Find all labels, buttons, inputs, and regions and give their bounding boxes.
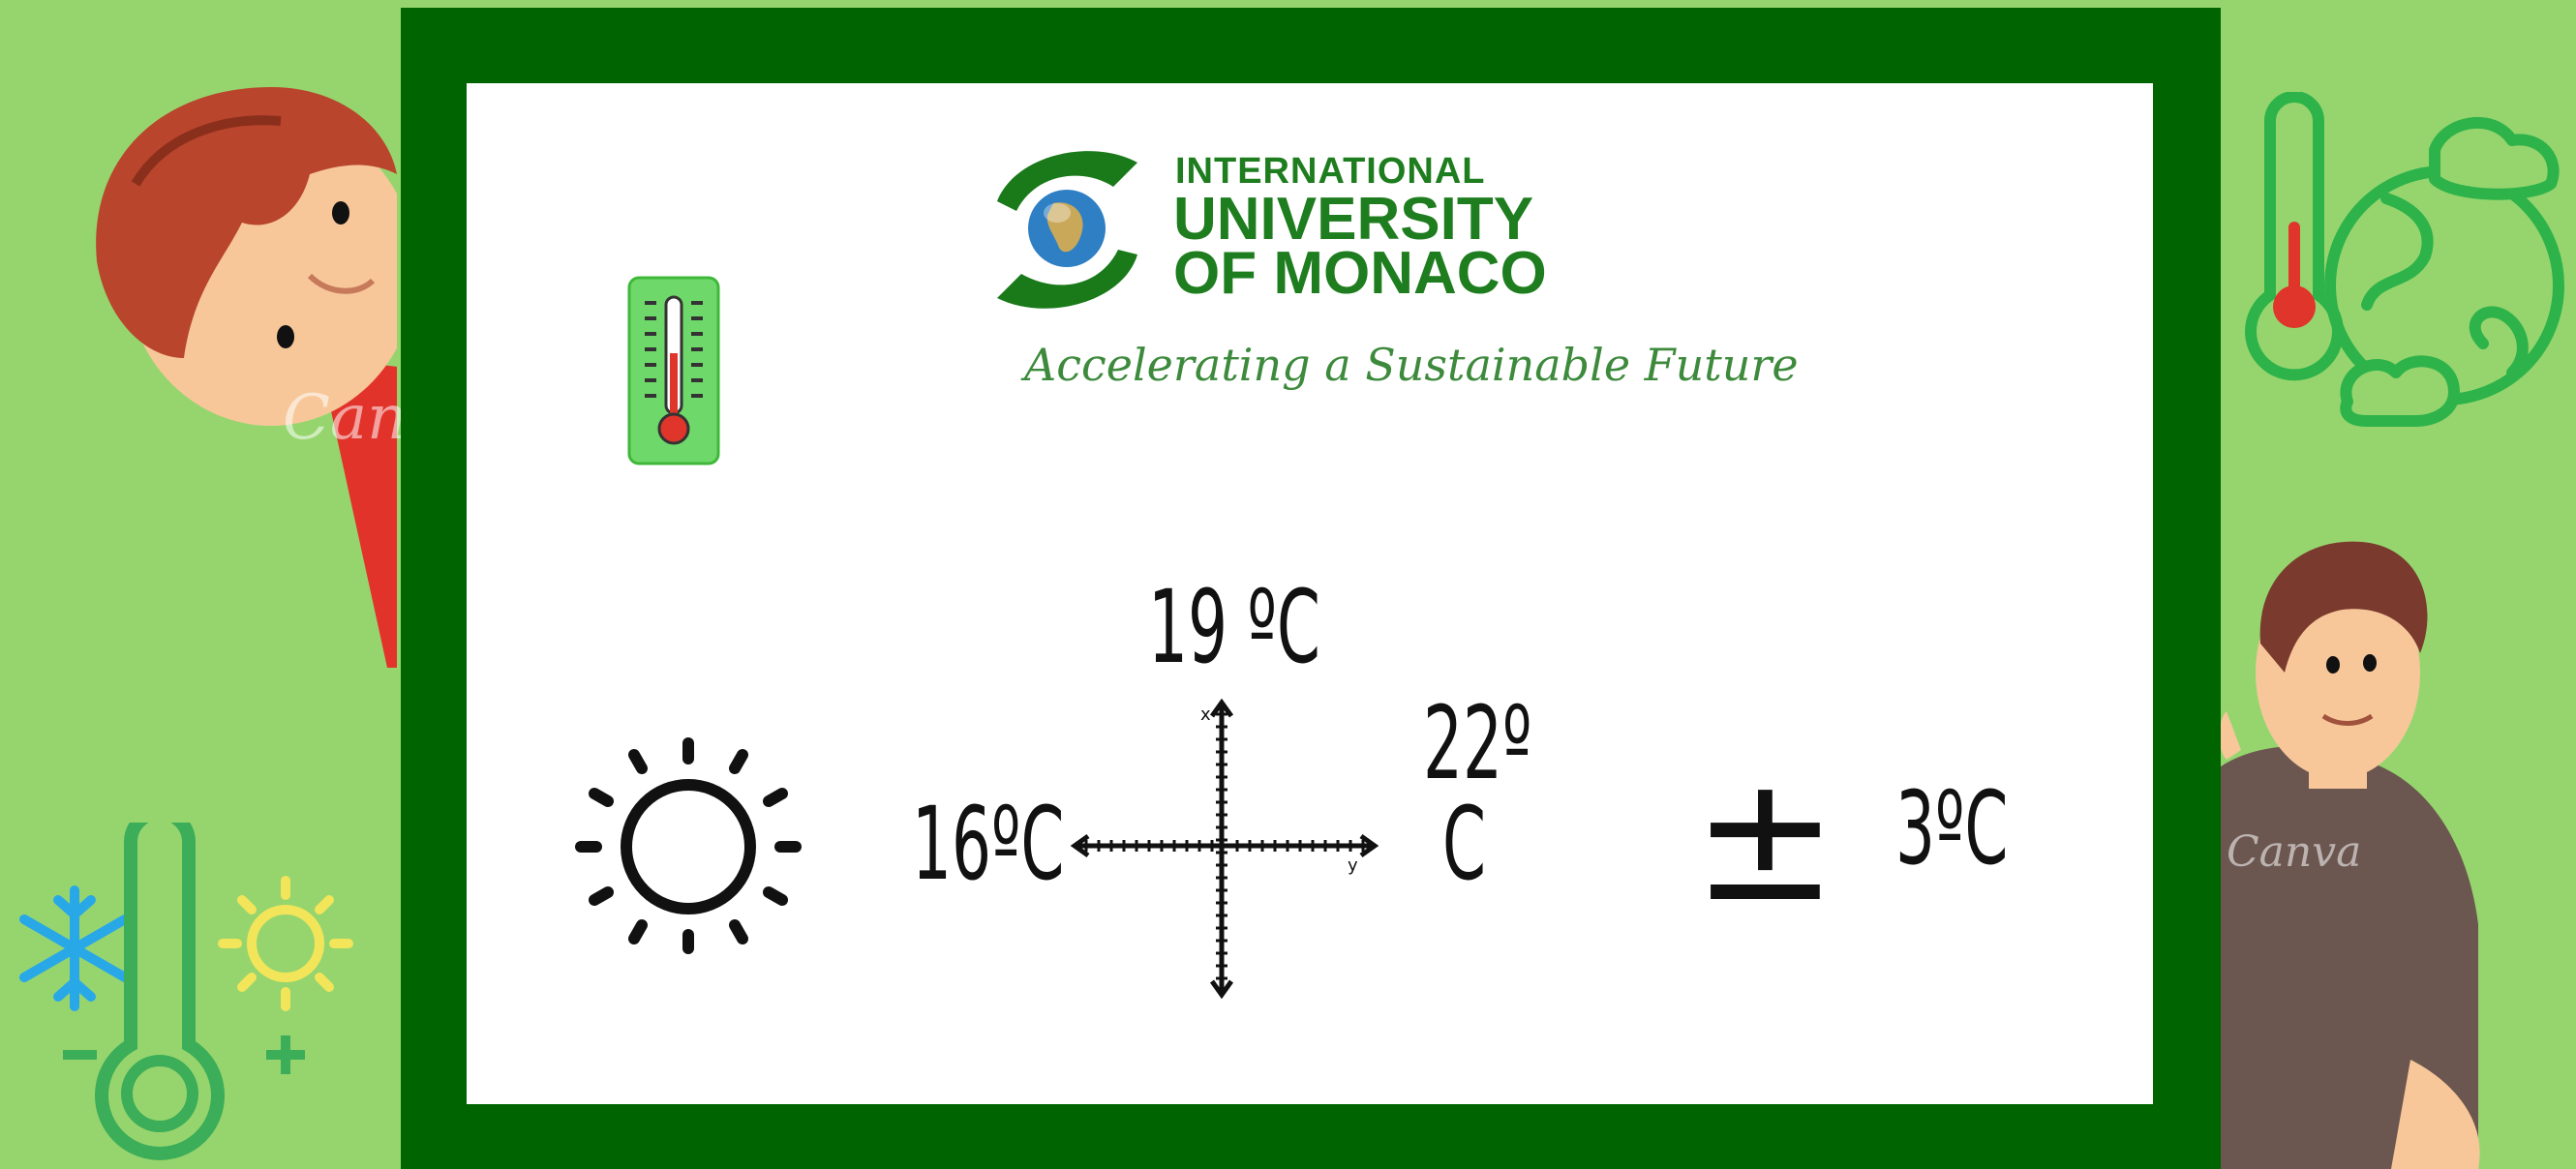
logo-line-university: UNIVERSITY xyxy=(1173,186,1534,253)
boy-character-illustration xyxy=(96,87,407,668)
plus-minus-symbol: ± xyxy=(1692,738,1838,941)
reading-right-line2: C xyxy=(1442,785,1487,903)
logo-tagline: Accelerating a Sustainable Future xyxy=(1024,339,1799,391)
thermometer-globe-icon xyxy=(2245,92,2564,427)
axis-cross-diagram: x y xyxy=(1070,699,1379,999)
thermometer-sun-snow-illustration xyxy=(19,823,353,1160)
content-panel xyxy=(467,83,2153,1104)
reading-right-line1: 22º xyxy=(1423,684,1532,802)
logo-line-of-monaco: OF MONACO xyxy=(1173,240,1547,307)
x-axis-label: x xyxy=(1200,704,1211,725)
y-axis-label: y xyxy=(1348,855,1358,876)
university-logo-emblem xyxy=(997,151,1137,309)
reading-left: 16ºC xyxy=(912,785,1065,903)
reading-top: 19 ºC xyxy=(1148,568,1320,686)
snowflake-icon xyxy=(19,885,130,1011)
logo-line-international: INTERNATIONAL xyxy=(1175,151,1486,192)
man-character-illustration xyxy=(2217,541,2480,1169)
watermark: Canva xyxy=(2227,827,2362,877)
sun-icon xyxy=(218,876,353,1011)
sun-icon xyxy=(575,737,802,954)
thermometer-icon xyxy=(627,276,720,465)
reading-tolerance: 3ºC xyxy=(1895,769,2009,887)
